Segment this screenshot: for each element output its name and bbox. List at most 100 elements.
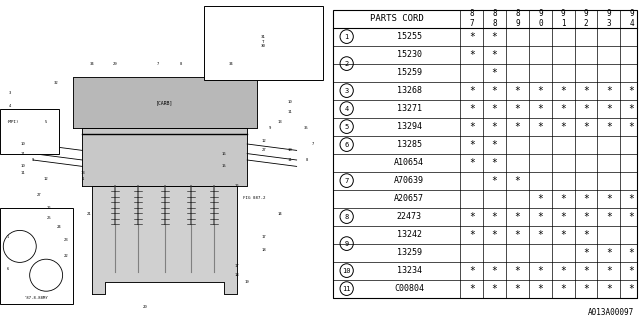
Text: *: * — [492, 157, 498, 168]
Text: *: * — [515, 104, 520, 114]
Text: 4: 4 — [9, 104, 11, 108]
Text: 3: 3 — [9, 91, 11, 95]
Text: *: * — [492, 122, 498, 132]
Polygon shape — [83, 128, 247, 186]
Text: *: * — [583, 86, 589, 96]
Text: *: * — [560, 284, 566, 293]
Text: *: * — [606, 194, 612, 204]
Text: *: * — [560, 212, 566, 221]
Text: *: * — [583, 230, 589, 240]
Text: 13: 13 — [278, 120, 282, 124]
Polygon shape — [72, 77, 257, 128]
Text: *: * — [492, 68, 498, 77]
Text: 9: 9 — [269, 126, 271, 130]
Text: 10: 10 — [287, 148, 292, 152]
Text: 24: 24 — [57, 225, 61, 229]
Text: *: * — [492, 104, 498, 114]
Text: 13259: 13259 — [397, 248, 422, 257]
Text: PARTS CORD: PARTS CORD — [370, 14, 424, 23]
Text: *: * — [469, 284, 475, 293]
Text: 15: 15 — [221, 164, 227, 168]
Text: 27: 27 — [37, 193, 42, 197]
Text: 5: 5 — [45, 120, 47, 124]
Text: *: * — [515, 212, 520, 221]
Text: 23: 23 — [63, 238, 68, 242]
Text: 34: 34 — [228, 62, 233, 66]
Text: *: * — [492, 266, 498, 276]
Text: 22473: 22473 — [397, 212, 422, 221]
Text: 11: 11 — [20, 171, 26, 175]
Text: 12: 12 — [261, 139, 266, 143]
Text: 18: 18 — [261, 248, 266, 252]
Text: 8
7: 8 7 — [470, 9, 474, 28]
Text: 4: 4 — [344, 106, 349, 112]
Text: 8: 8 — [344, 214, 349, 220]
Text: 13285: 13285 — [397, 140, 422, 149]
Text: 13271: 13271 — [397, 104, 422, 113]
Text: *: * — [515, 86, 520, 96]
Text: 32: 32 — [54, 81, 58, 85]
Text: 6: 6 — [6, 267, 9, 271]
Text: *: * — [492, 212, 498, 221]
Text: *: * — [469, 122, 475, 132]
Text: *: * — [606, 122, 612, 132]
Text: 15255: 15255 — [397, 32, 422, 41]
Text: *: * — [606, 248, 612, 258]
Text: 7: 7 — [157, 62, 159, 66]
Text: A70639: A70639 — [394, 176, 424, 185]
Text: (MPI): (MPI) — [6, 120, 19, 124]
Text: *: * — [492, 230, 498, 240]
Text: *: * — [538, 86, 543, 96]
Text: *: * — [606, 266, 612, 276]
Text: 15259: 15259 — [397, 68, 422, 77]
Text: 1: 1 — [6, 235, 9, 239]
Text: *: * — [492, 140, 498, 150]
Text: 29: 29 — [113, 62, 118, 66]
Text: *: * — [628, 194, 634, 204]
Text: *: * — [538, 212, 543, 221]
Text: *: * — [469, 140, 475, 150]
Text: 34: 34 — [90, 62, 95, 66]
Text: 13: 13 — [80, 171, 84, 175]
Text: *: * — [515, 176, 520, 186]
Text: [CARB]: [CARB] — [156, 100, 173, 105]
Text: *: * — [628, 266, 634, 276]
Text: 10: 10 — [342, 268, 351, 274]
Text: *: * — [515, 230, 520, 240]
Text: 13294: 13294 — [397, 122, 422, 131]
Text: 17: 17 — [261, 235, 266, 239]
Bar — [333, 10, 637, 298]
Text: *: * — [606, 104, 612, 114]
Text: C00804: C00804 — [394, 284, 424, 293]
Text: 18: 18 — [235, 273, 240, 277]
Text: *: * — [560, 194, 566, 204]
Text: 15230: 15230 — [397, 50, 422, 59]
Text: *: * — [583, 194, 589, 204]
Text: 12: 12 — [44, 177, 49, 181]
Text: *: * — [606, 284, 612, 293]
Text: 13268: 13268 — [397, 86, 422, 95]
Bar — [0, 109, 60, 154]
Text: 20: 20 — [143, 305, 147, 309]
Text: 9
4: 9 4 — [629, 9, 634, 28]
Text: 21: 21 — [86, 212, 92, 216]
Text: *: * — [628, 284, 634, 293]
Text: *: * — [469, 212, 475, 221]
Text: A20657: A20657 — [394, 194, 424, 203]
Text: *: * — [492, 50, 498, 60]
Text: 16: 16 — [235, 184, 240, 188]
Text: 1: 1 — [81, 177, 84, 181]
Text: 5: 5 — [344, 124, 349, 130]
Text: *: * — [538, 122, 543, 132]
Text: 13242: 13242 — [397, 230, 422, 239]
Text: *: * — [560, 230, 566, 240]
Text: *: * — [560, 86, 566, 96]
Text: 9
0: 9 0 — [538, 9, 543, 28]
Text: *: * — [560, 266, 566, 276]
Text: 17: 17 — [235, 264, 240, 268]
Text: '87.8.88MY: '87.8.88MY — [24, 296, 48, 300]
Text: *: * — [583, 212, 589, 221]
Text: *: * — [628, 86, 634, 96]
Text: A10654: A10654 — [394, 158, 424, 167]
Text: 7: 7 — [312, 142, 314, 146]
